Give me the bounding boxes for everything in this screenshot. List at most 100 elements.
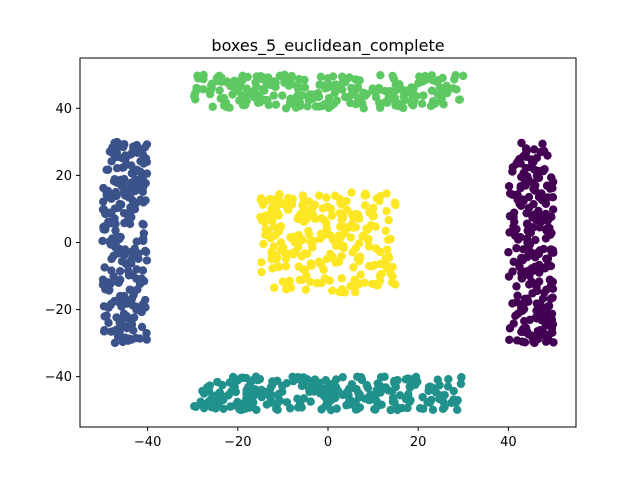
data-point — [327, 395, 337, 404]
data-point — [300, 83, 310, 92]
data-point — [347, 382, 356, 391]
data-point — [515, 262, 524, 272]
data-point — [120, 181, 130, 191]
data-point — [536, 211, 545, 221]
data-point — [452, 397, 461, 407]
data-point — [190, 402, 199, 411]
data-point — [219, 404, 228, 414]
data-point — [131, 333, 141, 343]
data-point — [212, 396, 221, 405]
data-point — [192, 83, 201, 93]
x-axis-ticks: −40 −20 0 20 40 — [134, 427, 517, 450]
data-point — [382, 206, 391, 216]
data-point — [449, 386, 458, 396]
data-point — [545, 275, 555, 284]
data-point — [138, 219, 147, 229]
data-point — [381, 226, 390, 236]
y-axis-ticks: −40 −20 0 20 40 — [45, 102, 80, 385]
data-point — [319, 81, 328, 90]
data-point — [295, 375, 304, 384]
data-point — [354, 239, 364, 248]
data-point — [127, 178, 136, 187]
data-point — [517, 172, 526, 182]
data-point — [449, 84, 458, 93]
data-point — [294, 262, 304, 271]
data-point — [450, 75, 459, 84]
data-point — [388, 71, 397, 81]
data-point — [335, 287, 344, 296]
data-point — [353, 98, 363, 107]
y-tick-label: 0 — [64, 236, 72, 251]
data-point — [516, 197, 525, 206]
data-point — [444, 375, 453, 384]
data-point — [328, 253, 337, 262]
data-point — [300, 75, 309, 85]
data-point — [107, 327, 116, 336]
data-point — [330, 383, 340, 393]
data-point — [376, 191, 385, 201]
data-point — [335, 222, 345, 231]
data-point — [257, 267, 266, 277]
data-point — [140, 143, 150, 152]
data-point — [124, 215, 134, 224]
data-point — [252, 82, 261, 91]
data-point — [139, 276, 149, 286]
data-point — [349, 263, 358, 272]
data-point — [123, 188, 132, 198]
data-point — [132, 305, 141, 315]
data-point — [384, 253, 394, 263]
data-point — [282, 249, 292, 258]
data-point — [386, 234, 395, 244]
data-point — [304, 226, 313, 236]
data-point — [542, 285, 551, 294]
data-point — [523, 226, 532, 235]
data-point — [329, 99, 339, 108]
data-point — [318, 204, 328, 213]
data-point — [543, 193, 553, 202]
data-point — [295, 275, 305, 285]
data-point — [119, 208, 129, 218]
data-point — [112, 233, 121, 243]
data-point — [139, 234, 148, 243]
x-tick-label: −20 — [224, 435, 251, 450]
data-point — [136, 195, 145, 204]
data-point — [236, 82, 245, 91]
data-point — [315, 389, 325, 398]
data-point — [260, 86, 269, 95]
data-point — [276, 221, 286, 231]
data-point — [360, 201, 370, 210]
data-point — [328, 72, 338, 81]
data-point — [270, 283, 279, 292]
data-point — [281, 262, 291, 271]
data-point — [198, 400, 208, 409]
data-point — [369, 203, 378, 213]
data-point — [203, 382, 213, 392]
data-point — [338, 78, 347, 88]
data-point — [353, 280, 362, 290]
y-tick-label: −20 — [45, 303, 72, 318]
data-point — [293, 80, 302, 90]
data-point — [284, 196, 293, 205]
data-point — [314, 257, 324, 266]
data-point — [547, 212, 556, 222]
data-point — [125, 285, 134, 294]
data-point — [274, 389, 284, 399]
y-tick-label: 20 — [55, 169, 72, 184]
data-point — [306, 237, 315, 246]
data-point — [99, 183, 108, 193]
data-point — [215, 86, 224, 95]
data-point — [253, 375, 263, 385]
data-point — [535, 325, 545, 335]
data-point — [253, 98, 263, 108]
bottom-box-cluster — [190, 372, 466, 415]
data-point — [138, 300, 147, 309]
data-point — [543, 224, 552, 233]
data-point — [338, 372, 347, 382]
center-box-cluster — [256, 188, 400, 297]
data-point — [278, 277, 288, 286]
data-point — [327, 211, 337, 220]
data-point — [369, 279, 379, 289]
data-point — [535, 223, 544, 232]
data-point — [382, 189, 391, 198]
data-point — [548, 177, 558, 186]
